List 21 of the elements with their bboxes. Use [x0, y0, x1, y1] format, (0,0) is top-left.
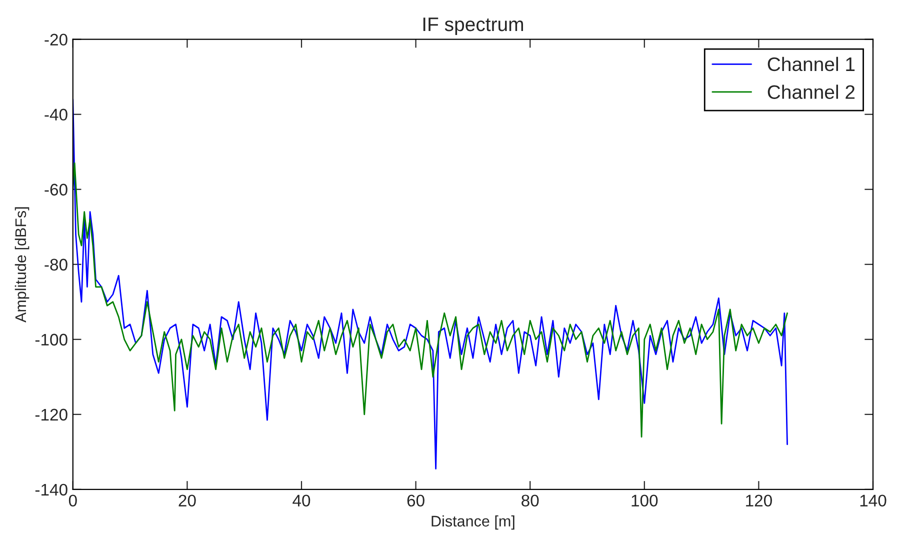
y-axis-title: Amplitude [dBFs]	[14, 207, 30, 323]
x-tick-label: 20	[178, 494, 196, 507]
y-tick-label: -60	[44, 184, 68, 196]
legend-label: Channel 1	[768, 56, 855, 72]
y-tick-label: -140	[35, 484, 68, 496]
x-axis-title: Distance [m]	[432, 515, 514, 530]
chart-title: IF spectrum	[423, 18, 523, 36]
y-tick-label: -20	[44, 34, 68, 46]
x-tick-label: 80	[522, 494, 539, 507]
x-tick-label: 0	[68, 494, 77, 507]
x-tick-label: 120	[746, 494, 772, 507]
legend-label: Channel 2	[768, 84, 855, 99]
y-tick-label: -40	[44, 108, 68, 121]
x-tick-label: 40	[292, 494, 310, 507]
y-tick-label: -100	[35, 334, 68, 346]
y-tick-label: -80	[44, 258, 68, 271]
y-tick-label: -120	[35, 408, 68, 421]
x-tick-label: 140	[860, 494, 886, 507]
line-series	[72, 162, 788, 438]
x-tick-label: 60	[407, 494, 424, 507]
x-tick-label: 100	[632, 494, 658, 507]
